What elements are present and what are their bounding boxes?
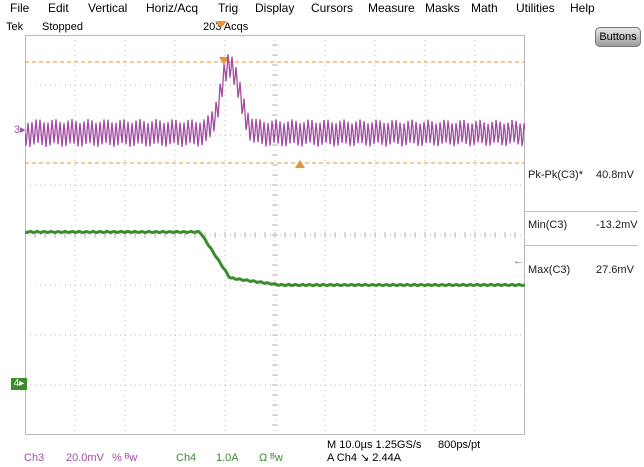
trigger-position-marker[interactable] <box>214 19 228 29</box>
menu-horiz-acq[interactable]: Horiz/Acq <box>146 1 199 15</box>
ch4-coupling: Ω ᴮw <box>259 452 283 464</box>
ch4-waveform <box>25 229 525 288</box>
menu-vertical[interactable]: Vertical <box>88 1 128 15</box>
waveform-display <box>25 35 525 435</box>
menu-display[interactable]: Display <box>255 1 295 15</box>
ch4-scale[interactable]: 1.0A <box>216 452 239 464</box>
max-value: 27.6mV <box>596 264 634 276</box>
ch3-scale[interactable]: 20.0mV <box>66 452 104 464</box>
menu-utilities[interactable]: Utilities <box>516 1 555 15</box>
menu-file[interactable]: File <box>10 1 30 15</box>
lower-cursor-marker[interactable] <box>295 160 305 168</box>
max-label: Max(C3) <box>528 264 571 276</box>
ch3-label[interactable]: Ch3 <box>24 452 45 464</box>
trigger-readout: A Ch4 ↘ 2.44A <box>327 452 402 464</box>
timebase-readout: M 10.0µs 1.25GS/s <box>327 439 422 451</box>
menu-masks[interactable]: Masks <box>425 1 460 15</box>
menu-cursors[interactable]: Cursors <box>311 1 354 15</box>
graticule-grid <box>25 35 525 435</box>
ch4-label[interactable]: Ch4 <box>176 452 197 464</box>
menu-math[interactable]: Math <box>471 1 498 15</box>
resolution-readout: 800ps/pt <box>438 439 481 451</box>
pkpk-label: Pk-Pk(C3)* <box>528 169 584 181</box>
menu-bar: File Edit Vertical Horiz/Acq Trig Displa… <box>0 0 644 16</box>
run-state: Stopped <box>42 21 83 33</box>
menu-trig[interactable]: Trig <box>218 1 239 15</box>
readout-separator <box>525 245 638 246</box>
brand-label: Tek <box>6 21 24 33</box>
ch3-coupling: % ᴮw <box>112 452 138 464</box>
acquisition-count: 203 Acqs <box>203 21 249 33</box>
buttons-button[interactable]: Buttons <box>595 27 641 47</box>
ch4-level-marker[interactable]: 4▸ <box>11 378 27 390</box>
menu-edit[interactable]: Edit <box>48 1 69 15</box>
menu-help[interactable]: Help <box>570 1 595 15</box>
min-label: Min(C3) <box>528 219 568 231</box>
ch3-waveform <box>25 54 525 148</box>
ch4-reference-arrow: ← <box>513 255 524 267</box>
upper-cursor-marker[interactable] <box>219 57 229 65</box>
menu-measure[interactable]: Measure <box>368 1 415 15</box>
readout-separator <box>525 211 638 212</box>
ch3-level-marker[interactable]: 3▸ <box>14 124 26 136</box>
pkpk-value: 40.8mV <box>596 169 634 181</box>
min-value: -13.2mV <box>596 219 638 231</box>
